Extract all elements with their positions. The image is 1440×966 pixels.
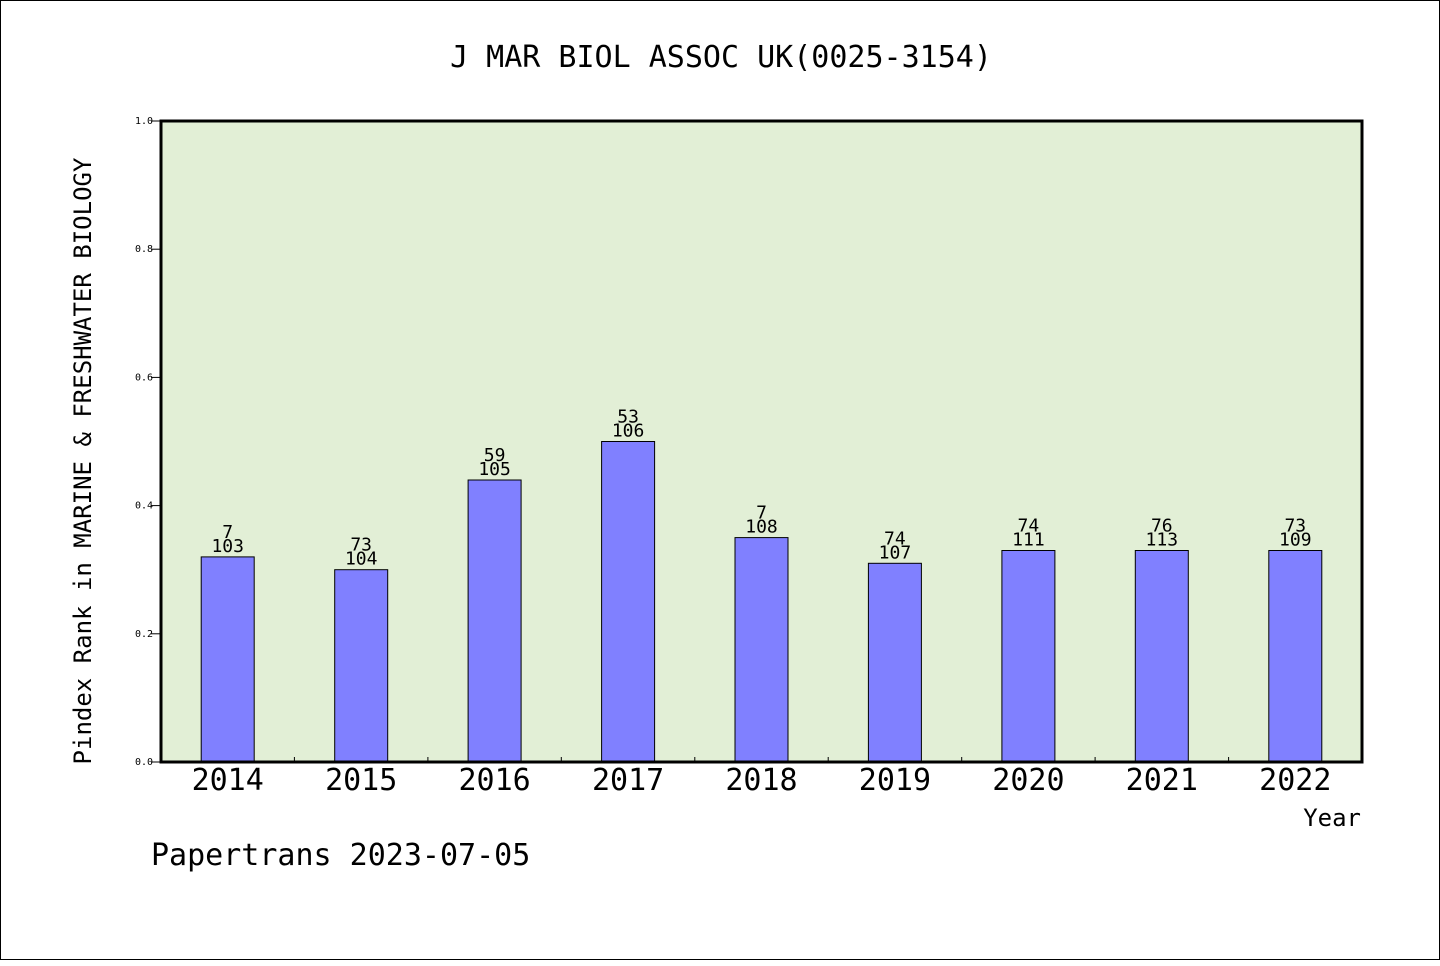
x-tick-label-2015: 2015 (325, 763, 397, 798)
bar-rank-label-2020: 74 (1018, 516, 1040, 537)
y-tick-label: 0.4 (135, 501, 153, 512)
y-tick-label: 0.8 (135, 244, 153, 255)
bar-2014 (200, 556, 255, 763)
footer-credit: Papertrans 2023-07-05 (151, 838, 530, 873)
bar-rank-label-2015: 73 (350, 535, 372, 556)
bar-total-label-2021: 113 (1146, 530, 1179, 551)
bar-total-label-2018: 108 (745, 517, 778, 538)
plot-border (159, 119, 1364, 764)
bar-total-label-2019: 107 (879, 542, 912, 563)
x-axis-label: Year (1303, 804, 1361, 832)
bar-rank-label-2021: 76 (1151, 516, 1173, 537)
bar-total-label-2020: 111 (1012, 530, 1045, 551)
x-tick-label-2022: 2022 (1259, 763, 1331, 798)
x-tick-label-2020: 2020 (992, 763, 1064, 798)
y-tick-label: 1.0 (135, 116, 153, 127)
x-tick-label-2019: 2019 (859, 763, 931, 798)
x-tick-label-2018: 2018 (725, 763, 797, 798)
ticks-layer: 2014 2015 2016 2017 2018 2019 2020 2021 2022 0.0 0… (135, 116, 1331, 798)
bar-rank-label-2018: 7 (756, 503, 767, 524)
bar-2015 (334, 569, 389, 763)
y-tick-label: 0.0 (135, 757, 153, 768)
bar-2018 (734, 537, 789, 763)
y-axis-label: Pindex Rank in MARINE & FRESHWATER BIOLO… (69, 157, 97, 764)
bar-rank-label-2014: 7 (222, 522, 233, 543)
x-tick-label-2017: 2017 (592, 763, 664, 798)
y-tick-label: 0.2 (135, 629, 153, 640)
bar-2022 (1268, 550, 1323, 763)
chart-title: J MAR BIOL ASSOC UK(0025-3154) (450, 40, 992, 75)
bar-total-label-2014: 103 (211, 536, 244, 557)
bar-rank-label-2022: 73 (1284, 516, 1306, 537)
bar-2021 (1134, 550, 1189, 763)
bar-rank-label-2016: 59 (484, 445, 506, 466)
bar-total-label-2022: 109 (1279, 530, 1312, 551)
bar-total-label-2016: 105 (478, 459, 511, 480)
bar-2019 (867, 562, 922, 763)
y-tick-label: 0.6 (135, 372, 153, 383)
bar-2020 (1001, 550, 1056, 763)
bar-rank-label-2017: 53 (617, 407, 639, 428)
x-tick-label-2021: 2021 (1126, 763, 1198, 798)
bar-rank-label-2019: 74 (884, 528, 906, 549)
bar-2017 (601, 441, 656, 763)
bar-2016 (467, 479, 522, 763)
x-tick-label-2016: 2016 (458, 763, 530, 798)
bar-total-label-2017: 106 (612, 421, 645, 442)
bar-total-label-2015: 104 (345, 549, 378, 570)
x-tick-label-2014: 2014 (192, 763, 264, 798)
